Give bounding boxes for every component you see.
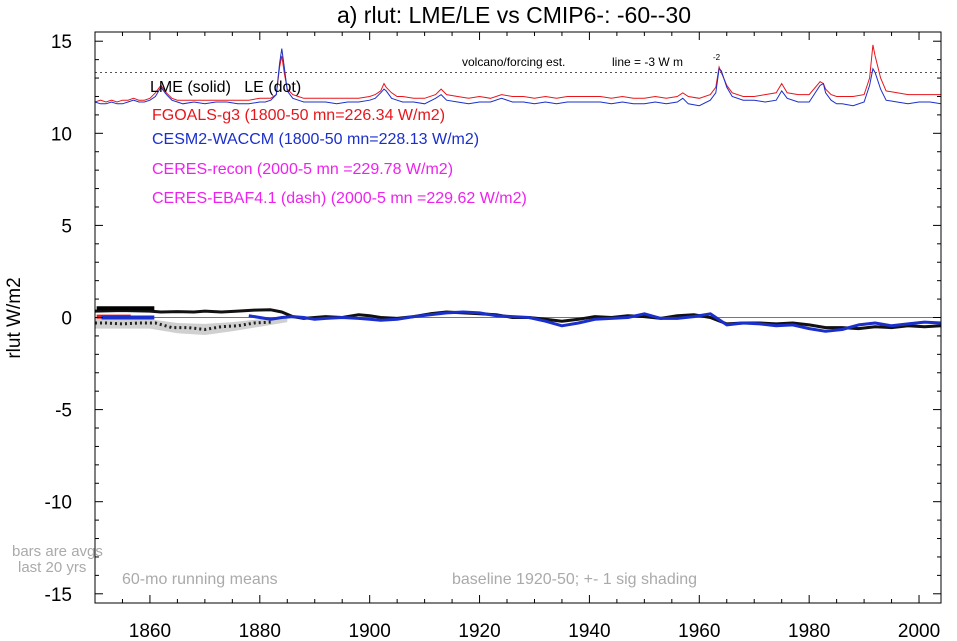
bars-note-line2: last 20 yrs [18, 559, 86, 576]
volcano-annotation: volcano/forcing est. [462, 55, 565, 69]
line-note-annotation: line = -3 W m [612, 55, 683, 69]
series-line-2 [95, 320, 271, 331]
bars-note-line1: bars are avgs [12, 543, 103, 560]
y-tick-label: 15 [51, 32, 72, 53]
y-tick-label: 5 [61, 216, 72, 237]
chart-title: a) rlut: LME/LE vs CMIP6-: -60--30 [337, 2, 691, 28]
line-note-superscript: -2 [713, 53, 721, 62]
x-tick-label: 1860 [129, 621, 171, 641]
legend-entry-ceres-recon: CERES-recon (2000-5 mn =229.78 W/m2) [152, 161, 453, 178]
y-tick-label: 0 [61, 309, 72, 330]
legend-entry-fgoals: FGOALS-g3 (1800-50 mn=226.34 W/m2) [152, 107, 445, 124]
x-tick-label: 1880 [239, 621, 281, 641]
x-tick-label: 1920 [458, 621, 500, 641]
plot-area: 1860 1880 1900 1920 1940 1960 1980 2000 15 10 5 0 -5… [45, 31, 942, 641]
x-tick-label: 1960 [678, 621, 720, 641]
sigma-shading [95, 315, 288, 335]
legend-header: LME (solid) LE (dot) [150, 79, 301, 96]
series-line-1 [248, 310, 942, 333]
y-tick-label: -5 [55, 401, 72, 422]
running-means-note: 60-mo running means [122, 571, 278, 588]
y-tick-label: -15 [45, 585, 72, 606]
volcano-curve-fgoals [94, 44, 941, 103]
y-tick-label: 10 [51, 124, 72, 145]
x-tick-label: 1940 [568, 621, 610, 641]
legend-entry-ceres-ebaf: CERES-EBAF4.1 (dash) (2000-5 mn =229.62 … [152, 190, 527, 207]
x-tick-label: 1980 [788, 621, 830, 641]
y-axis-label: rlut W/m2 [4, 277, 25, 358]
legend-entry-cesm2: CESM2-WACCM (1800-50 mn=228.13 W/m2) [152, 131, 479, 148]
x-tick-label: 1900 [349, 621, 391, 641]
x-tick-label: 2000 [898, 621, 940, 641]
baseline-note: baseline 1920-50; +- 1 sig shading [452, 571, 697, 588]
y-tick-label: -10 [45, 493, 72, 514]
volcano-curve-cesm2 [94, 48, 942, 107]
